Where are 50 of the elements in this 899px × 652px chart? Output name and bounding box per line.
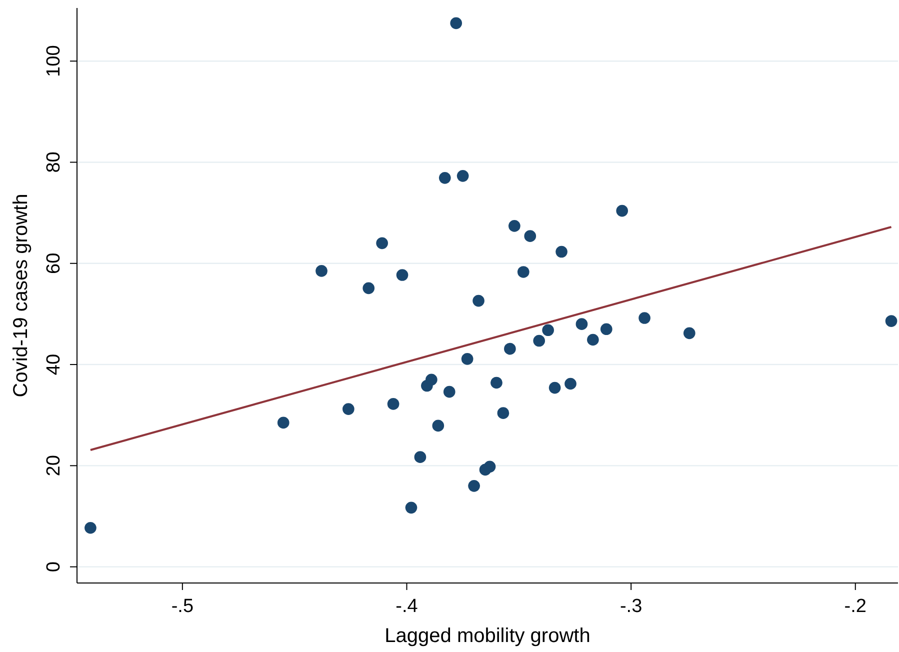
point <box>504 342 516 355</box>
point <box>450 17 462 30</box>
point <box>277 416 290 429</box>
point <box>484 460 496 473</box>
point <box>432 420 444 432</box>
point <box>376 237 388 250</box>
x-axis-title: Lagged mobility growth <box>384 625 590 647</box>
y-tick-label: 60 <box>43 252 64 274</box>
point <box>564 378 576 390</box>
y-tick-label: 0 <box>43 562 64 572</box>
point <box>576 318 588 330</box>
point <box>600 323 612 336</box>
point <box>472 294 484 307</box>
point <box>508 220 520 232</box>
point <box>885 315 898 327</box>
point <box>461 353 474 365</box>
y-tick-label: 80 <box>43 152 64 173</box>
x-tick-label: -.5 <box>171 596 194 617</box>
point <box>405 502 418 514</box>
point <box>414 451 426 463</box>
point <box>468 480 480 492</box>
point <box>443 386 456 398</box>
point <box>396 269 408 281</box>
point <box>683 327 696 340</box>
y-axis-title: Covid-19 cases growth <box>10 194 32 398</box>
point <box>556 246 568 258</box>
point <box>542 324 554 336</box>
point <box>84 522 96 534</box>
point <box>533 334 546 347</box>
point <box>316 265 328 277</box>
point <box>490 376 502 389</box>
point <box>426 374 438 386</box>
point <box>438 172 451 184</box>
point <box>456 170 469 182</box>
y-tick-label: 100 <box>43 45 64 77</box>
point <box>517 266 530 278</box>
x-tick-label: -.2 <box>844 596 866 617</box>
y-tick-label: 40 <box>43 354 64 376</box>
point <box>548 382 561 394</box>
point <box>638 312 650 324</box>
point <box>524 230 536 242</box>
point <box>362 282 375 294</box>
x-tick-label: -.4 <box>396 596 418 617</box>
point <box>497 407 510 419</box>
point <box>616 204 628 217</box>
point <box>587 334 599 346</box>
x-tick-label: -.3 <box>620 596 642 617</box>
point <box>342 403 354 415</box>
point <box>387 398 400 410</box>
y-tick-label: 20 <box>43 455 64 476</box>
